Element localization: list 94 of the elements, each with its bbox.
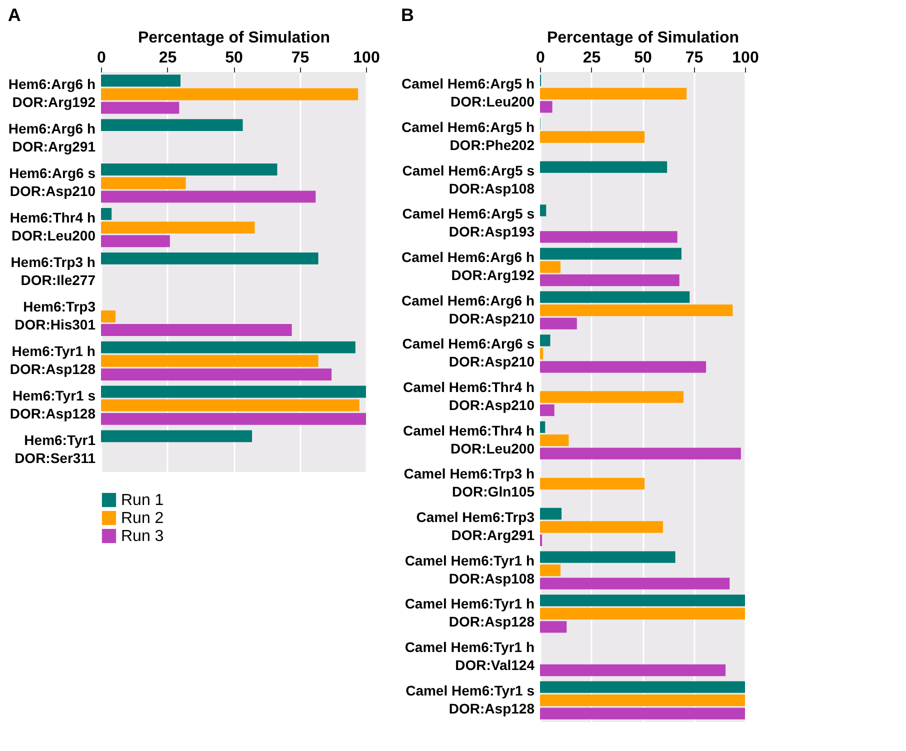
- y-tick-label: Camel Hem6:Trp3 DOR:Arg291: [416, 509, 535, 543]
- bar: [540, 694, 745, 706]
- bar: [540, 551, 676, 563]
- bar: [540, 348, 544, 360]
- bar: [101, 102, 180, 114]
- x-tick-label: 75: [685, 50, 704, 66]
- chart-title: B: [400, 5, 414, 25]
- bar: [540, 274, 680, 286]
- bar: [101, 235, 170, 248]
- bar: [540, 291, 690, 303]
- bar: [540, 621, 567, 633]
- x-tick-label: 25: [582, 50, 601, 66]
- y-tick-label: Hem6:Tyr1 s DOR:Asp128: [10, 387, 96, 422]
- y-tick-label: Camel Hem6:Arg6 s DOR:Asp210: [402, 336, 535, 370]
- bar: [540, 448, 741, 460]
- bar: [540, 664, 726, 676]
- y-tick-label: Camel Hem6:Arg5 h DOR:Phe202: [401, 119, 535, 153]
- bar: [101, 252, 318, 264]
- y-tick-label: Camel Hem6:Arg6 h DOR:Asp210: [401, 292, 535, 326]
- y-tick-label: Camel Hem6:Tyr1 h DOR:Asp108: [404, 552, 535, 586]
- bar: [101, 430, 252, 442]
- x-tick-label: 25: [158, 50, 177, 66]
- y-tick-label: Camel Hem6:Arg5 s DOR:Asp108: [402, 162, 535, 196]
- y-tick-label: Camel Hem6:Trp3 h DOR:Gln105: [404, 466, 535, 500]
- bar: [540, 318, 577, 330]
- bar: [540, 508, 562, 520]
- bar: [101, 341, 356, 354]
- bar: [101, 208, 112, 220]
- bar: [540, 261, 560, 273]
- bar: [101, 190, 316, 203]
- bar: [540, 304, 733, 316]
- bar: [540, 404, 554, 416]
- legend-label: Run 3: [121, 528, 164, 545]
- bar: [540, 708, 745, 720]
- bar: [540, 204, 546, 216]
- y-tick-label: Hem6:Trp3 h DOR:Ile277: [10, 254, 96, 288]
- bar: [540, 521, 663, 533]
- bar: [101, 310, 116, 322]
- bar: [101, 399, 360, 412]
- bar: [540, 478, 645, 490]
- y-tick-label: Hem6:Arg6 h DOR:Arg291: [8, 120, 96, 155]
- bar: [101, 368, 332, 380]
- y-tick-label: Hem6:Tyr1 DOR:Ser311: [14, 432, 96, 466]
- bar: [540, 434, 569, 446]
- bar: [101, 88, 358, 100]
- y-tick-label: Camel Hem6:Tyr1 s DOR:Asp128: [406, 682, 535, 716]
- y-tick-label: Camel Hem6:Arg6 h DOR:Arg192: [401, 249, 535, 283]
- y-tick-label: Camel Hem6:Arg5 h DOR:Leu200: [401, 76, 535, 110]
- y-tick-label: Hem6:Trp3 DOR:His301: [14, 298, 96, 332]
- bar: [540, 421, 546, 433]
- bar: [540, 578, 730, 590]
- bar: [101, 119, 243, 132]
- bar: [101, 222, 255, 234]
- x-axis-title: Percentage of Simulation: [138, 30, 330, 46]
- bar: [101, 324, 292, 336]
- x-tick-label: 75: [291, 50, 310, 66]
- bar: [540, 391, 684, 403]
- bar: [540, 681, 745, 693]
- y-tick-label: Camel Hem6:Arg5 s DOR:Asp193: [402, 206, 535, 240]
- x-tick-label: 50: [634, 50, 652, 66]
- y-tick-label: Hem6:Arg6 h DOR:Arg192: [8, 76, 96, 110]
- y-tick-label: Hem6:Arg6 s DOR:Asp210: [9, 165, 96, 200]
- bar: [540, 248, 682, 260]
- bar: [101, 164, 278, 176]
- bar: [101, 74, 180, 87]
- x-tick-label: 0: [97, 50, 106, 66]
- x-tick-label: 50: [225, 50, 243, 66]
- bar: [540, 608, 745, 620]
- x-tick-label: 100: [353, 50, 380, 66]
- bar: [540, 231, 678, 243]
- bar: [540, 564, 560, 576]
- y-tick-label: Camel Hem6:Tyr1 h DOR:Asp128: [404, 596, 535, 630]
- x-axis-title: Percentage of Simulation: [546, 30, 740, 46]
- bar: [101, 177, 186, 190]
- y-tick-label: Camel Hem6:Tyr1 h DOR:Val124: [404, 639, 535, 673]
- bar: [540, 161, 668, 173]
- bar: [101, 386, 366, 398]
- chart-title: A: [8, 5, 21, 25]
- x-tick-label: 0: [536, 50, 546, 66]
- bar: [101, 412, 366, 425]
- x-tick-label: 100: [732, 50, 759, 66]
- bar: [540, 594, 745, 606]
- bar: [101, 354, 318, 367]
- legend-label: Run 2: [121, 510, 164, 527]
- bar: [540, 131, 645, 143]
- y-tick-label: Camel Hem6:Thr4 h DOR:Asp210: [403, 379, 535, 413]
- bar: [540, 101, 552, 113]
- y-tick-label: Hem6:Tyr1 h DOR:Asp128: [10, 342, 96, 377]
- bar: [540, 361, 706, 373]
- legend-label: Run 1: [121, 492, 164, 509]
- y-tick-label: Camel Hem6:Thr4 h DOR:Leu200: [403, 422, 535, 456]
- y-tick-label: Hem6:Thr4 h DOR:Leu200: [10, 210, 96, 244]
- bar: [540, 88, 687, 100]
- bar: [540, 334, 550, 346]
